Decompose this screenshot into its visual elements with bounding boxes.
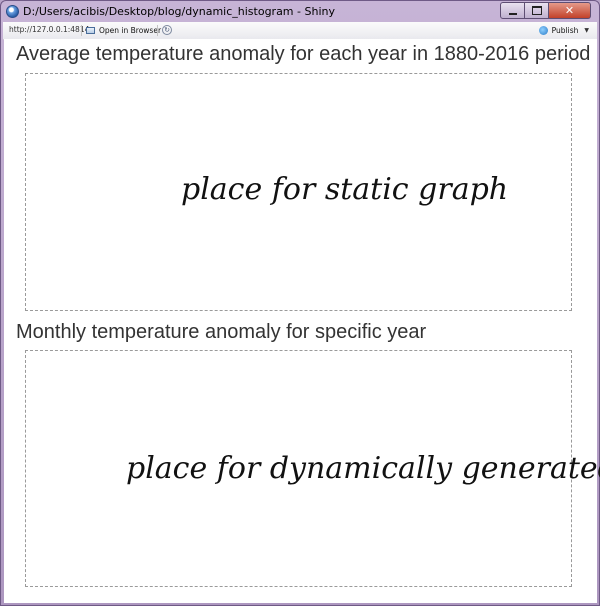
toolbar-separator (81, 25, 82, 36)
close-icon: ✕ (564, 4, 575, 17)
maximize-icon (531, 6, 542, 15)
viewer-toolbar: http://127.0.0.1:4814 Open in Browser ↻ … (3, 22, 597, 40)
static-graph-placeholder: place for static graph (25, 73, 572, 311)
toolbar-separator (157, 25, 158, 36)
close-button[interactable]: ✕ (549, 2, 591, 19)
minimize-icon (508, 12, 517, 15)
open-in-browser-label: Open in Browser (99, 26, 162, 35)
minimize-button[interactable] (500, 2, 525, 19)
refresh-icon[interactable]: ↻ (162, 25, 172, 35)
publish-button[interactable]: Publish ▼ (538, 24, 589, 37)
url-text[interactable]: http://127.0.0.1:4814 (9, 25, 90, 34)
section-title-monthly: Monthly temperature anomaly for specific… (16, 321, 427, 343)
browser-window-icon (86, 27, 95, 34)
section-title-annual: Average temperature anomaly for each yea… (16, 43, 591, 65)
dynamic-graph-placeholder: place for dynamically generated (25, 350, 600, 587)
window-title: D:/Users/acibis/Desktop/blog/dynamic_his… (23, 5, 335, 18)
maximize-button[interactable] (525, 2, 549, 19)
app-content: Average temperature anomaly for each yea… (4, 39, 600, 603)
publish-label: Publish (551, 26, 579, 35)
window-controls: ✕ (500, 2, 591, 19)
dynamic-graph-placeholder-text: place for dynamically generated (126, 451, 600, 486)
static-graph-placeholder-text: place for static graph (181, 172, 509, 207)
title-bar[interactable]: D:/Users/acibis/Desktop/blog/dynamic_his… (1, 1, 599, 23)
publish-icon (538, 26, 548, 35)
open-in-browser-button[interactable]: Open in Browser (86, 24, 161, 37)
chevron-down-icon[interactable]: ▼ (584, 27, 589, 34)
app-icon (6, 5, 19, 18)
